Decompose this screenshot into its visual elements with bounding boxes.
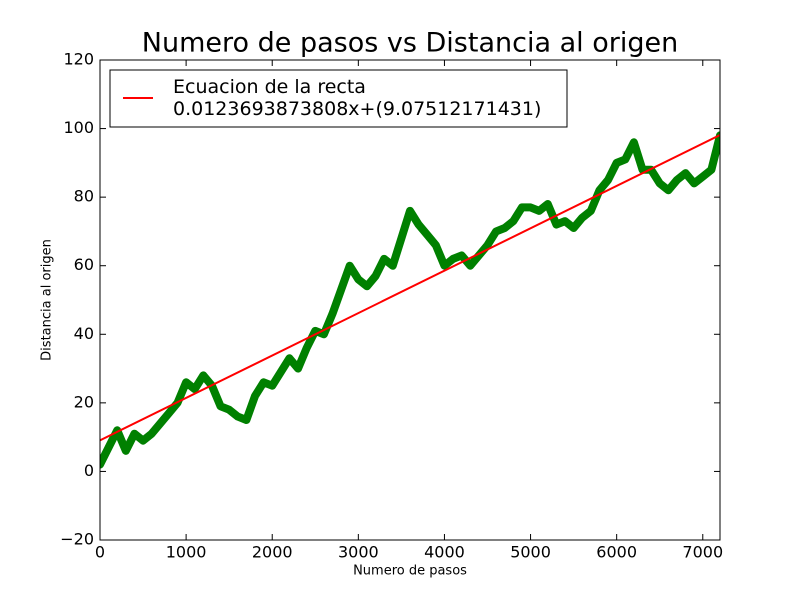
x-tick-label: 3000 xyxy=(338,543,379,562)
y-tick-label: 60 xyxy=(74,255,94,274)
y-tick-label: 20 xyxy=(74,392,94,411)
x-tick-label: 5000 xyxy=(510,543,551,562)
x-tick-label: 4000 xyxy=(424,543,465,562)
x-tick-label: 0 xyxy=(95,543,105,562)
x-tick-label: 6000 xyxy=(596,543,637,562)
y-tick-label: −20 xyxy=(60,530,94,549)
x-axis-label: Numero de pasos xyxy=(353,564,467,579)
y-tick-label: 40 xyxy=(74,324,94,343)
legend-label: Ecuacion de la recta 0.0123693873808x+(9.… xyxy=(173,76,541,120)
y-tick-label: 120 xyxy=(63,50,94,69)
x-tick-label: 7000 xyxy=(682,543,723,562)
data-line xyxy=(100,133,720,442)
x-tick-label: 1000 xyxy=(166,543,207,562)
x-tick-label: 2000 xyxy=(252,543,293,562)
data-line xyxy=(100,131,720,469)
y-tick-label: 100 xyxy=(63,118,94,137)
y-tick-label: 80 xyxy=(74,187,94,206)
y-tick-label: 0 xyxy=(84,461,94,480)
chart-title: Numero de pasos vs Distancia al origen xyxy=(142,28,678,59)
legend-box xyxy=(109,69,568,128)
plot-frame xyxy=(99,59,721,541)
plot-area: 0 1000 2000 3000 4000 5000 6000 7000−2002040608… xyxy=(60,50,723,562)
y-axis-label: Distancia al origen xyxy=(40,239,55,361)
